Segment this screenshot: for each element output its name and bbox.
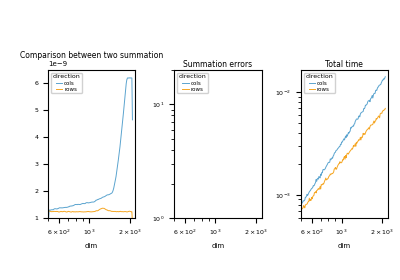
Line: cols: cols [301, 77, 385, 206]
rows [93, 209, 98, 213]
cols [298, 204, 303, 207]
Legend: cols, rows: cols, rows [304, 73, 335, 93]
rows [100, 207, 105, 210]
Line: cols: cols [48, 78, 132, 228]
rows [383, 107, 388, 110]
cols [326, 161, 331, 164]
cols [104, 194, 109, 197]
rows [90, 210, 95, 213]
cols [343, 136, 348, 139]
rows [73, 210, 78, 214]
Legend: cols, rows: cols, rows [51, 73, 82, 93]
cols [368, 97, 373, 101]
rows [357, 138, 362, 142]
cols [79, 202, 84, 206]
cols [130, 118, 135, 122]
rows [326, 175, 331, 179]
cols [46, 226, 50, 229]
Line: rows: rows [48, 208, 132, 223]
Title: Comparison between two summation: Comparison between two summation [20, 51, 163, 60]
rows [332, 167, 337, 171]
cols [115, 163, 120, 167]
rows [298, 210, 303, 213]
rows [46, 221, 50, 224]
rows [368, 124, 373, 127]
Line: rows: rows [301, 108, 385, 212]
cols [346, 131, 351, 134]
Legend: cols, rows: cols, rows [177, 73, 208, 93]
cols [357, 114, 362, 118]
rows [116, 210, 121, 213]
Title: Summation errors: Summation errors [184, 60, 252, 69]
cols [73, 203, 78, 206]
cols [93, 199, 98, 202]
X-axis label: dim: dim [212, 243, 224, 249]
cols [332, 152, 337, 155]
rows [130, 221, 135, 225]
rows [343, 157, 348, 161]
X-axis label: dim: dim [338, 243, 351, 249]
rows [79, 210, 84, 214]
rows [104, 208, 109, 211]
cols [383, 75, 388, 78]
rows [346, 152, 351, 156]
cols [90, 200, 95, 204]
Title: Total time: Total time [326, 60, 363, 69]
X-axis label: dim: dim [85, 243, 98, 249]
cols [126, 76, 130, 80]
